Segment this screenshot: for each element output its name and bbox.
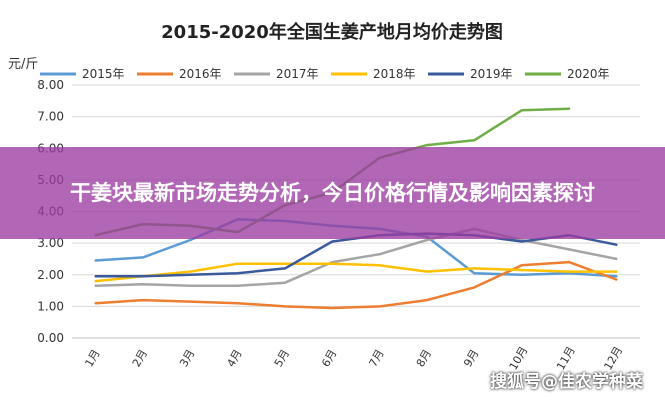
legend-label: 2020年 [567,67,610,81]
y-tick-label: 2.00 [37,268,64,282]
x-tick-label: 8月 [414,347,434,369]
legend-label: 2018年 [373,67,416,81]
x-tick-label: 4月 [225,347,245,369]
legend: 2015年 2016年 2017年 2018年 2019年 2020年 [40,67,610,81]
legend-label: 2019年 [470,67,513,81]
x-tick-label: 2月 [130,347,150,369]
series-line [94,260,618,310]
legend-label: 2017年 [276,67,319,81]
x-tick-label: 3月 [177,347,197,369]
x-tick-label: 1月 [83,347,103,369]
y-axis-label: 元/斤 [8,57,38,72]
headline-text: 干姜块最新市场走势分析，今日价格行情及影响因素探讨 [70,180,595,205]
x-tick-label: 7月 [367,347,387,369]
legend-label: 2016年 [179,67,222,81]
y-tick-label: 7.00 [37,110,64,124]
x-tick-label: 9月 [461,347,481,369]
y-tick-label: 8.00 [37,78,64,92]
watermark: 搜狐号@佳农学种菜 [490,372,643,392]
y-tick-label: 0.00 [37,331,64,345]
y-tick-label: 3.00 [37,236,64,250]
x-tick-label: 5月 [272,347,292,369]
chart-title: 2015-2020年全国生姜产地月均价走势图 [161,21,503,43]
x-tick-label: 6月 [319,347,339,369]
series-line [94,262,618,283]
legend-label: 2015年 [82,67,125,81]
y-tick-label: 1.00 [37,299,64,313]
headline-banner: 干姜块最新市场走势分析，今日价格行情及影响因素探讨 [0,147,665,239]
